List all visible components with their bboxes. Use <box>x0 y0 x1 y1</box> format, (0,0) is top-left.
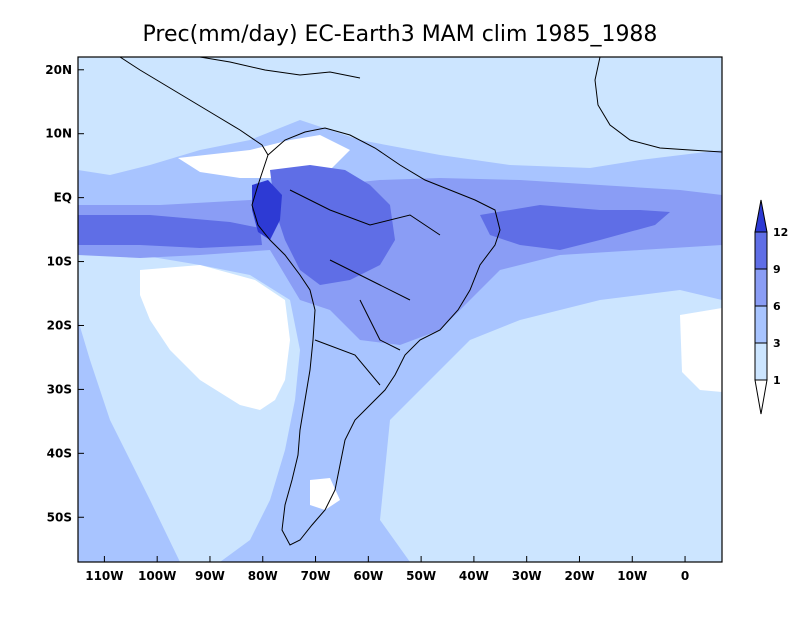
lon-tick-label: 0 <box>681 569 689 583</box>
lat-tick-label: 10N <box>45 127 72 141</box>
colorbar: 12 9 6 3 1 <box>754 199 788 415</box>
lon-tick-label: 10W <box>617 569 647 583</box>
lon-tick-label: 70W <box>301 569 331 583</box>
colorbar-segment <box>754 342 768 381</box>
lon-tick-label: 80W <box>248 569 278 583</box>
colorbar-label: 1 <box>773 374 781 387</box>
lat-tick-label: 10S <box>47 255 72 269</box>
colorbar-label: 3 <box>773 337 781 350</box>
colorbar-segment <box>754 305 768 344</box>
central-america-coastline <box>119 57 269 156</box>
africa-coastline <box>594 57 722 153</box>
precip-band-9-12-atlantic-itcz <box>480 205 670 250</box>
map-frame <box>77 56 723 563</box>
colorbar-label: 9 <box>773 263 781 276</box>
lat-tick-label: 20S <box>47 318 72 332</box>
lon-tick-label: 90W <box>195 569 225 583</box>
colorbar-label: 6 <box>773 300 781 313</box>
precip-band-below-1-patagonia <box>310 478 340 510</box>
colorbar-segment <box>754 231 768 270</box>
coastlines <box>119 57 722 546</box>
lon-tick-label: 50W <box>406 569 436 583</box>
caribbean-coastline <box>199 57 361 79</box>
precip-field <box>78 57 722 562</box>
colorbar-max-arrow <box>754 199 768 233</box>
precip-band-below-1-atlantic <box>680 308 722 392</box>
south-america-coastline <box>251 127 501 546</box>
precip-band-above-12-andes <box>252 180 282 240</box>
lat-tick-label: 40S <box>47 446 72 460</box>
map-title: Prec(mm/day) EC-Earth3 MAM clim 1985_198… <box>143 22 658 47</box>
lon-tick-label: 100W <box>138 569 176 583</box>
lat-tick-label: 20N <box>45 63 72 77</box>
colorbar-label: 12 <box>773 226 788 239</box>
axis-ticks: 110W 100W 90W 80W 70W 60W 50W 40W 30W 20W 10W 0 20N 1… <box>45 63 689 583</box>
lat-tick-label: 50S <box>47 510 72 524</box>
colorbar-segment <box>754 268 768 307</box>
lon-tick-label: 110W <box>85 569 123 583</box>
precip-band-below-1-pacific <box>140 265 290 410</box>
precip-band-1-3-north <box>78 57 722 175</box>
lon-tick-label: 30W <box>512 569 542 583</box>
lon-tick-label: 40W <box>459 569 489 583</box>
precip-band-9-12-amazon <box>270 165 395 285</box>
colorbar-min-arrow <box>754 379 768 415</box>
lat-tick-label: EQ <box>54 191 72 205</box>
precip-band-9-12-pacific-itcz <box>78 215 262 248</box>
national-borders <box>289 189 441 386</box>
precip-band-1-3-southeast <box>380 290 722 562</box>
lat-tick-label: 30S <box>47 382 72 396</box>
lon-tick-label: 60W <box>353 569 383 583</box>
lon-tick-label: 20W <box>565 569 595 583</box>
